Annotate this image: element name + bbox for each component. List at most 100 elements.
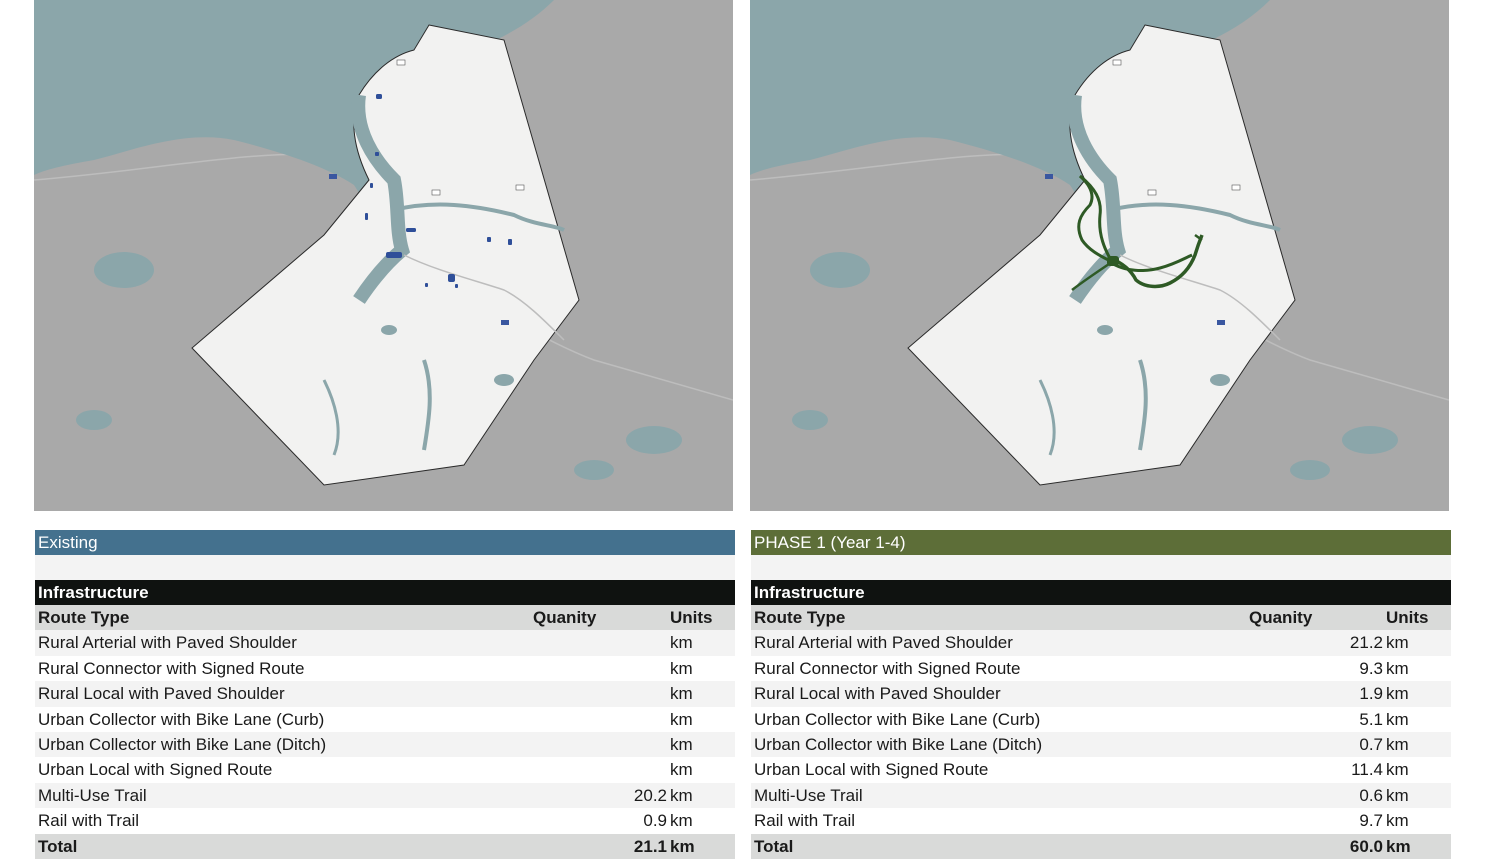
table-column-header-row: Route Type Quanity Units [35,605,735,631]
table-row: Rural Local with Paved Shoulder km [35,681,735,707]
existing-route-segment [508,239,512,245]
map-lake [1138,359,1148,451]
route-type-cell: Urban Collector with Bike Lane (Ditch) [38,734,327,754]
highway-shield-icon [1217,320,1225,325]
quantity-cell: 0.9 [643,811,667,831]
phase1-route-segment [1077,174,1113,264]
map-lake [322,379,340,456]
total-unit: km [1386,836,1411,856]
map-tributary [393,202,565,232]
existing-route-segment [376,94,382,99]
route-type-cell: Rural Connector with Signed Route [38,658,305,678]
table-row: Urban Local with Signed Route km [35,757,735,783]
existing-route-segment [448,274,455,282]
phase-header-existing: Existing [35,530,735,555]
route-type-cell: Multi-Use Trail [754,785,863,805]
unit-cell: km [1386,684,1409,704]
existing-route-segment [375,152,379,156]
route-type-cell: Rail with Trail [38,811,140,831]
unit-cell: km [1386,658,1409,678]
existing-route-segment [365,213,368,220]
route-type-cell: Rural Local with Paved Shoulder [754,684,1001,704]
infrastructure-table: Route Type Quanity Units Rural Arterial … [35,605,735,859]
map-highway [403,254,565,341]
table-row: Urban Collector with Bike Lane (Ditch) 0… [751,731,1451,758]
col-route-type: Route Type [754,608,846,627]
table-column-header-row: Route Type Quanity Units [751,605,1451,631]
map-lake [94,252,154,288]
route-type-cell: Urban Collector with Bike Lane (Curb) [38,709,325,729]
unit-cell: km [670,658,693,678]
existing-route-segment [406,228,416,232]
table-row: Rural Connector with Signed Route 9.3 km [751,655,1451,682]
route-type-cell: Rural Arterial with Paved Shoulder [754,633,1013,653]
existing-map-canvas [34,0,733,511]
route-type-cell: Urban Local with Signed Route [38,760,273,780]
unit-cell: km [670,684,693,704]
phase-header-phase1: PHASE 1 (Year 1-4) [751,530,1451,555]
unit-cell: km [670,709,693,729]
map-lake [792,410,828,430]
quantity-cell: 21.2 [1349,633,1383,653]
quantity-cell: 1.9 [1359,684,1383,704]
route-type-cell: Urban Collector with Bike Lane (Ditch) [754,734,1043,754]
quantity-cell: 9.7 [1359,811,1383,831]
unit-cell: km [1386,709,1409,729]
map-highway [1119,254,1281,341]
existing-route-segment [425,283,428,287]
spacer-row [35,555,735,580]
unit-cell: km [670,734,693,754]
route-type-cell: Rail with Trail [754,811,856,831]
phase1-map[interactable] [750,0,1449,511]
col-route-type: Route Type [38,608,130,627]
existing-route-segment [487,237,491,242]
highway-shield-icon [431,189,441,196]
route-type-cell: Urban Collector with Bike Lane (Curb) [754,709,1041,729]
table-row: Multi-Use Trail 0.6 km [751,782,1451,809]
route-type-cell: Multi-Use Trail [38,785,147,805]
map-lake [422,359,432,451]
total-quantity: 21.1 [633,836,667,856]
highway-shield-icon [396,59,406,66]
map-lake [1097,325,1113,335]
total-unit: km [670,836,695,856]
existing-route-segment [455,284,458,288]
unit-cell: km [670,811,693,831]
map-lake [1038,379,1056,456]
unit-cell: km [1386,785,1409,805]
map-lake [574,460,614,480]
unit-cell: km [1386,734,1409,754]
phase1-route-node [1107,256,1119,266]
existing-panel: Existing Infrastructure Route Type Quani… [35,530,735,859]
unit-cell: km [670,785,693,805]
phase1-route-segment [1079,174,1114,263]
unit-cell: km [1386,760,1409,780]
table-row: Urban Collector with Bike Lane (Curb) km [35,706,735,732]
existing-map[interactable] [34,0,733,511]
map-water-body [34,0,554,310]
quantity-cell: 11.4 [1351,760,1383,780]
highway-shield-icon [1231,184,1241,191]
phase1-map-canvas [750,0,1449,511]
unit-cell: km [670,760,693,780]
highway-shield-icon [329,174,337,179]
total-label: Total [754,836,794,856]
existing-route-segment [386,252,402,258]
total-quantity: 60.0 [1349,836,1383,856]
phase1-route-segment [1194,233,1203,242]
unit-cell: km [670,633,693,653]
route-type-cell: Rural Connector with Signed Route [754,658,1021,678]
table-row: Rural Connector with Signed Route km [35,655,735,682]
route-type-cell: Rural Arterial with Paved Shoulder [38,633,297,653]
map-lake [810,252,870,288]
col-quantity: Quanity [1249,608,1313,627]
table-row: Rail with Trail 9.7 km [751,808,1451,834]
spacer-row [751,555,1451,580]
quantity-cell: 0.7 [1359,734,1383,754]
phase1-route-segment [1109,253,1193,272]
route-type-cell: Urban Local with Signed Route [754,760,989,780]
infrastructure-header: Infrastructure [751,580,1451,605]
table-row: Multi-Use Trail 20.2 km [35,782,735,809]
route-type-cell: Rural Local with Paved Shoulder [38,684,285,704]
col-units: Units [670,608,713,627]
